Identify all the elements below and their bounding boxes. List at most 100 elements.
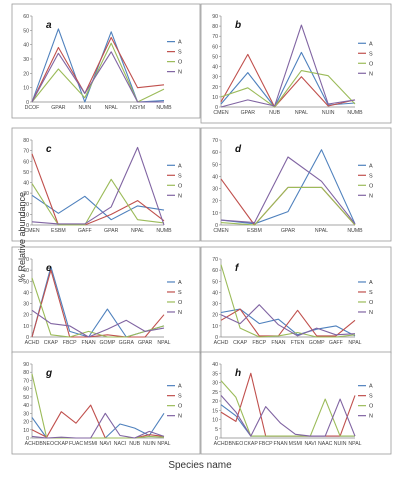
panel-b-ytick-label: 70 <box>212 34 218 40</box>
panel-e-ytick-label: 0 <box>26 335 29 341</box>
panel-b-ytick-label: 50 <box>212 54 218 60</box>
panel-e-ytick-label: 20 <box>23 313 29 319</box>
panel-b-ytick-label: 90 <box>212 14 218 20</box>
panel-d-ytick-label: 0 <box>215 223 218 229</box>
panel-f-legend-label-N: N <box>369 310 373 316</box>
panel-b-ytick-label: 30 <box>212 75 218 81</box>
panel-d-letter: d <box>235 144 242 155</box>
panel-h-category-label: ACHD <box>214 441 229 447</box>
panel-c-category-label: ESBM <box>51 228 66 234</box>
panel-g-category-label: MSMI <box>84 441 98 447</box>
panel-d-ytick-label: 10 <box>212 211 218 217</box>
panel-g-letter: g <box>45 368 52 379</box>
panel-a-category-label: NPAL <box>105 105 118 111</box>
panel-c-series-O-line <box>31 178 165 226</box>
panel-h-category-label: MSMI <box>289 441 303 447</box>
panel-e-ytick-label: 10 <box>23 324 29 330</box>
panel-e-series-S-line <box>31 269 165 338</box>
panel-d-ytick-label: 70 <box>212 138 218 144</box>
panel-a-ytick-label: 30 <box>23 57 29 63</box>
panel-g-ytick-label: 10 <box>23 428 29 434</box>
panel-g-category-label: BNEO <box>39 441 54 447</box>
panel-a-category-label: DCOF <box>25 105 40 111</box>
panel-g-ytick-label: 50 <box>23 395 29 401</box>
panel-c-ytick-label: 60 <box>23 159 29 165</box>
panel-h-ytick-label: 15 <box>212 408 218 414</box>
panel-b-ytick-label: 60 <box>212 44 218 50</box>
panel-c-ytick-label: 0 <box>26 223 29 229</box>
panel-c-ytick-label: 40 <box>23 181 29 187</box>
panel-d-frame <box>200 127 392 242</box>
panel-h-letter: h <box>235 368 241 379</box>
panel-h: 0 5 10 15 20 25 30 35 40 ACHD BNEO CKAP FBCP FNAN MSMI… <box>200 351 392 455</box>
panel-f-category-label: FNAN <box>271 340 285 346</box>
panel-d-legend-label-N: N <box>369 193 373 199</box>
panel-b-legend-label-N: N <box>369 71 373 77</box>
panel-b-legend-label-O: O <box>369 61 374 67</box>
panel-b-ytick-label: 0 <box>215 105 218 111</box>
panel-a-legend-label-O: O <box>178 60 183 66</box>
panel-c-category-label: GPAR <box>104 228 119 234</box>
panel-f-legend-label-S: S <box>369 290 373 296</box>
panel-b-legend-label-S: S <box>369 51 373 57</box>
panel-h-category-label: FBCP <box>259 441 273 447</box>
panel-c-legend-label-S: S <box>178 173 182 179</box>
panel-g-legend-label-N: N <box>178 414 182 420</box>
panel-c-ytick-label: 50 <box>23 170 29 176</box>
panel-c-category-label: NPAL <box>131 228 144 234</box>
panel-c-legend-label-O: O <box>178 183 183 189</box>
panel-c: 0 10 20 30 40 50 60 70 80 CMEN ESBM GAFF GPAR NPAL NUM… <box>11 127 201 242</box>
panel-e-ytick-label: 70 <box>23 257 29 263</box>
panel-e: 0 10 20 30 40 50 60 70 ACHD CKAP FBCP FNAN GOMP GGRA G… <box>11 246 201 354</box>
panel-f-series-A-line <box>220 308 356 337</box>
panel-g-series-S-line <box>31 404 165 439</box>
panel-g-ytick-label: 80 <box>23 370 29 376</box>
panel-c-series-N-line <box>31 146 165 226</box>
panel-g-ytick-label: 90 <box>23 362 29 368</box>
panel-f-ytick-label: 70 <box>212 257 218 263</box>
panel-h-category-label: CKAP <box>244 441 259 447</box>
panel-a-ytick-label: 50 <box>23 28 29 34</box>
panel-d-legend-label-S: S <box>369 173 373 179</box>
panel-h-ytick-label: 20 <box>212 399 218 405</box>
panel-g-category-label: NPAL <box>157 441 170 447</box>
panel-g-legend-label-O: O <box>178 404 183 410</box>
panel-d-series-O-line <box>220 186 356 226</box>
panel-h-category-label: NPAL <box>348 441 361 447</box>
panel-e-category-label: GPAR <box>138 340 153 346</box>
panel-a-ytick-label: 20 <box>23 71 29 77</box>
panel-a-series-S-line <box>31 36 165 103</box>
panel-h-legend-label-N: N <box>369 414 373 420</box>
panel-b-category-label: CMEN <box>213 110 229 116</box>
panel-c-ytick-label: 70 <box>23 149 29 155</box>
panel-h-legend-label-S: S <box>369 394 373 400</box>
panel-a: 0 10 20 30 40 50 60 DCOF GPAR NUIN NPAL NSYM NUMB a AS… <box>11 3 201 119</box>
panel-e-ytick-label: 50 <box>23 279 29 285</box>
panel-g-category-label: NUB <box>129 441 140 447</box>
panel-h-legend-label-O: O <box>369 404 374 410</box>
panel-b: 0 10 20 30 40 50 60 70 80 90 CMEN GPAR NUB NPAL NUIN NU… <box>200 3 392 124</box>
panel-f-series-O-line <box>220 264 356 338</box>
panel-c-letter: c <box>46 144 52 155</box>
panel-c-legend-label-A: A <box>178 163 182 169</box>
panel-h-ytick-label: 40 <box>212 362 218 368</box>
panel-b-ytick-label: 10 <box>212 95 218 101</box>
panel-b-category-label: NPAL <box>295 110 308 116</box>
panel-c-category-label: CMEN <box>24 228 40 234</box>
panel-h-category-label: FNAN <box>273 441 287 447</box>
panel-e-category-label: NPAL <box>157 340 170 346</box>
panel-c-ytick-label: 20 <box>23 202 29 208</box>
panel-b-category-label: NUIN <box>322 110 335 116</box>
panel-e-legend-label-S: S <box>178 290 182 296</box>
panel-f-ytick-label: 30 <box>212 302 218 308</box>
panel-a-category-label: NUIN <box>78 105 91 111</box>
panel-e-ytick-label: 30 <box>23 302 29 308</box>
panel-e-category-label: FNAN <box>82 340 96 346</box>
panel-b-series-N-line <box>220 24 356 108</box>
panel-g-ytick-label: 20 <box>23 420 29 426</box>
panel-b-ytick-label: 80 <box>212 24 218 30</box>
panel-h-ytick-label: 30 <box>212 381 218 387</box>
panel-f-category-label: GOMP <box>309 340 325 346</box>
